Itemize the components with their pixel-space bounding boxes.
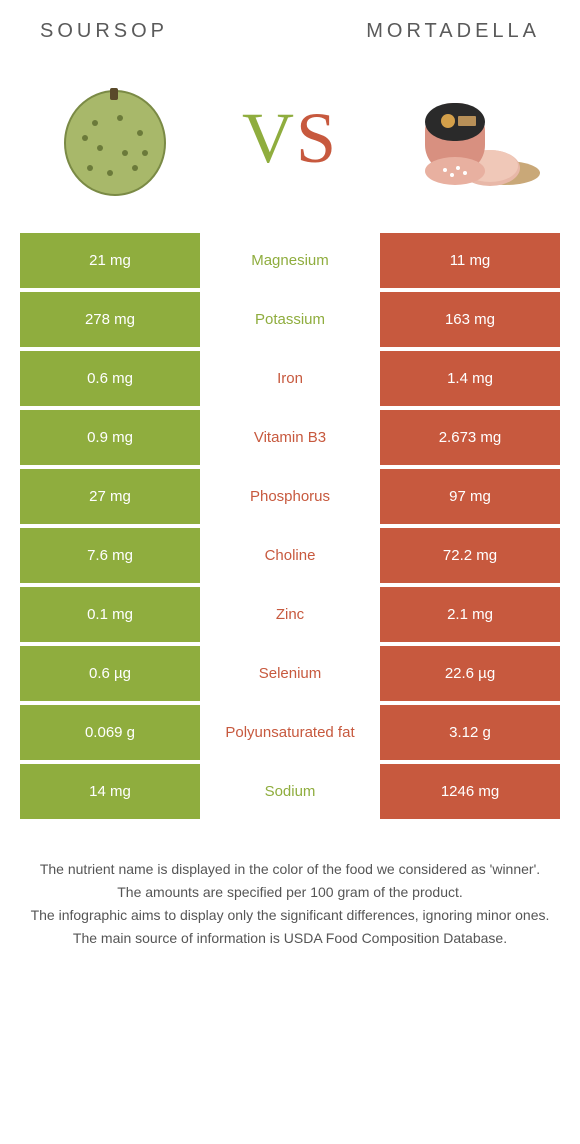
left-food-title: SOURSOP	[40, 20, 168, 43]
footer-line: The nutrient name is displayed in the co…	[30, 859, 550, 880]
footer-notes: The nutrient name is displayed in the co…	[0, 859, 580, 949]
right-value-cell: 22.6 µg	[380, 646, 560, 701]
left-value-cell: 14 mg	[20, 764, 200, 819]
footer-line: The infographic aims to display only the…	[30, 905, 550, 926]
nutrient-label: Choline	[200, 528, 380, 583]
vs-row: VS	[0, 53, 580, 233]
nutrient-label: Potassium	[200, 292, 380, 347]
footer-line: The main source of information is USDA F…	[30, 928, 550, 949]
nutrient-label: Iron	[200, 351, 380, 406]
nutrient-label: Zinc	[200, 587, 380, 642]
right-value-cell: 11 mg	[380, 233, 560, 288]
nutrient-label: Selenium	[200, 646, 380, 701]
right-value-cell: 2.673 mg	[380, 410, 560, 465]
right-value-cell: 1246 mg	[380, 764, 560, 819]
nutrient-label: Magnesium	[200, 233, 380, 288]
right-value-cell: 1.4 mg	[380, 351, 560, 406]
right-value-cell: 2.1 mg	[380, 587, 560, 642]
vs-s-letter: S	[296, 98, 338, 178]
right-value-cell: 163 mg	[380, 292, 560, 347]
nutrient-table: 21 mgMagnesium11 mg278 mgPotassium163 mg…	[20, 233, 560, 819]
left-value-cell: 278 mg	[20, 292, 200, 347]
right-value-cell: 3.12 g	[380, 705, 560, 760]
left-value-cell: 21 mg	[20, 233, 200, 288]
nutrient-label: Phosphorus	[200, 469, 380, 524]
table-row: 0.6 µgSelenium22.6 µg	[20, 646, 560, 701]
right-value-cell: 72.2 mg	[380, 528, 560, 583]
footer-line: The amounts are specified per 100 gram o…	[30, 882, 550, 903]
left-value-cell: 7.6 mg	[20, 528, 200, 583]
table-row: 0.069 gPolyunsaturated fat3.12 g	[20, 705, 560, 760]
right-food-title: MORTADELLA	[366, 20, 540, 43]
nutrient-label: Vitamin B3	[200, 410, 380, 465]
right-food-image	[390, 73, 540, 203]
left-value-cell: 0.1 mg	[20, 587, 200, 642]
vs-label: VS	[242, 97, 338, 180]
table-row: 0.6 mgIron1.4 mg	[20, 351, 560, 406]
table-row: 21 mgMagnesium11 mg	[20, 233, 560, 288]
table-row: 27 mgPhosphorus97 mg	[20, 469, 560, 524]
left-food-image	[40, 73, 190, 203]
header: SOURSOP MORTADELLA	[0, 0, 580, 53]
table-row: 14 mgSodium1246 mg	[20, 764, 560, 819]
table-row: 278 mgPotassium163 mg	[20, 292, 560, 347]
left-value-cell: 0.9 mg	[20, 410, 200, 465]
left-value-cell: 0.069 g	[20, 705, 200, 760]
right-value-cell: 97 mg	[380, 469, 560, 524]
nutrient-label: Sodium	[200, 764, 380, 819]
vs-v-letter: V	[242, 98, 296, 178]
table-row: 0.1 mgZinc2.1 mg	[20, 587, 560, 642]
table-row: 7.6 mgCholine72.2 mg	[20, 528, 560, 583]
table-row: 0.9 mgVitamin B32.673 mg	[20, 410, 560, 465]
left-value-cell: 27 mg	[20, 469, 200, 524]
left-value-cell: 0.6 mg	[20, 351, 200, 406]
left-value-cell: 0.6 µg	[20, 646, 200, 701]
nutrient-label: Polyunsaturated fat	[200, 705, 380, 760]
